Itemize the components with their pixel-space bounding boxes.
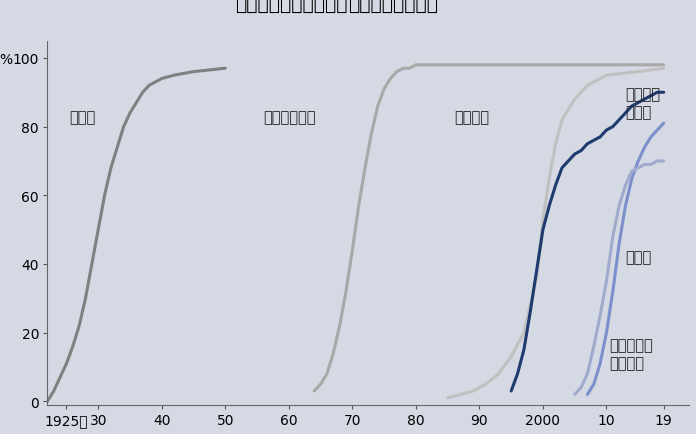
- Text: 情報端末は急速に普及: 情報端末は急速に普及: [235, 0, 348, 13]
- Text: ラジオ: ラジオ: [70, 109, 96, 125]
- Text: 携帯電話: 携帯電話: [454, 109, 489, 125]
- Text: （米国の普及率）: （米国の普及率）: [348, 0, 438, 13]
- Text: インター
ネット: インター ネット: [626, 87, 661, 120]
- Text: ソーシャル
メディア: ソーシャル メディア: [610, 337, 654, 370]
- Text: %: %: [0, 53, 13, 66]
- Text: スマホ: スマホ: [626, 250, 651, 265]
- Text: カラーテレビ: カラーテレビ: [263, 109, 316, 125]
